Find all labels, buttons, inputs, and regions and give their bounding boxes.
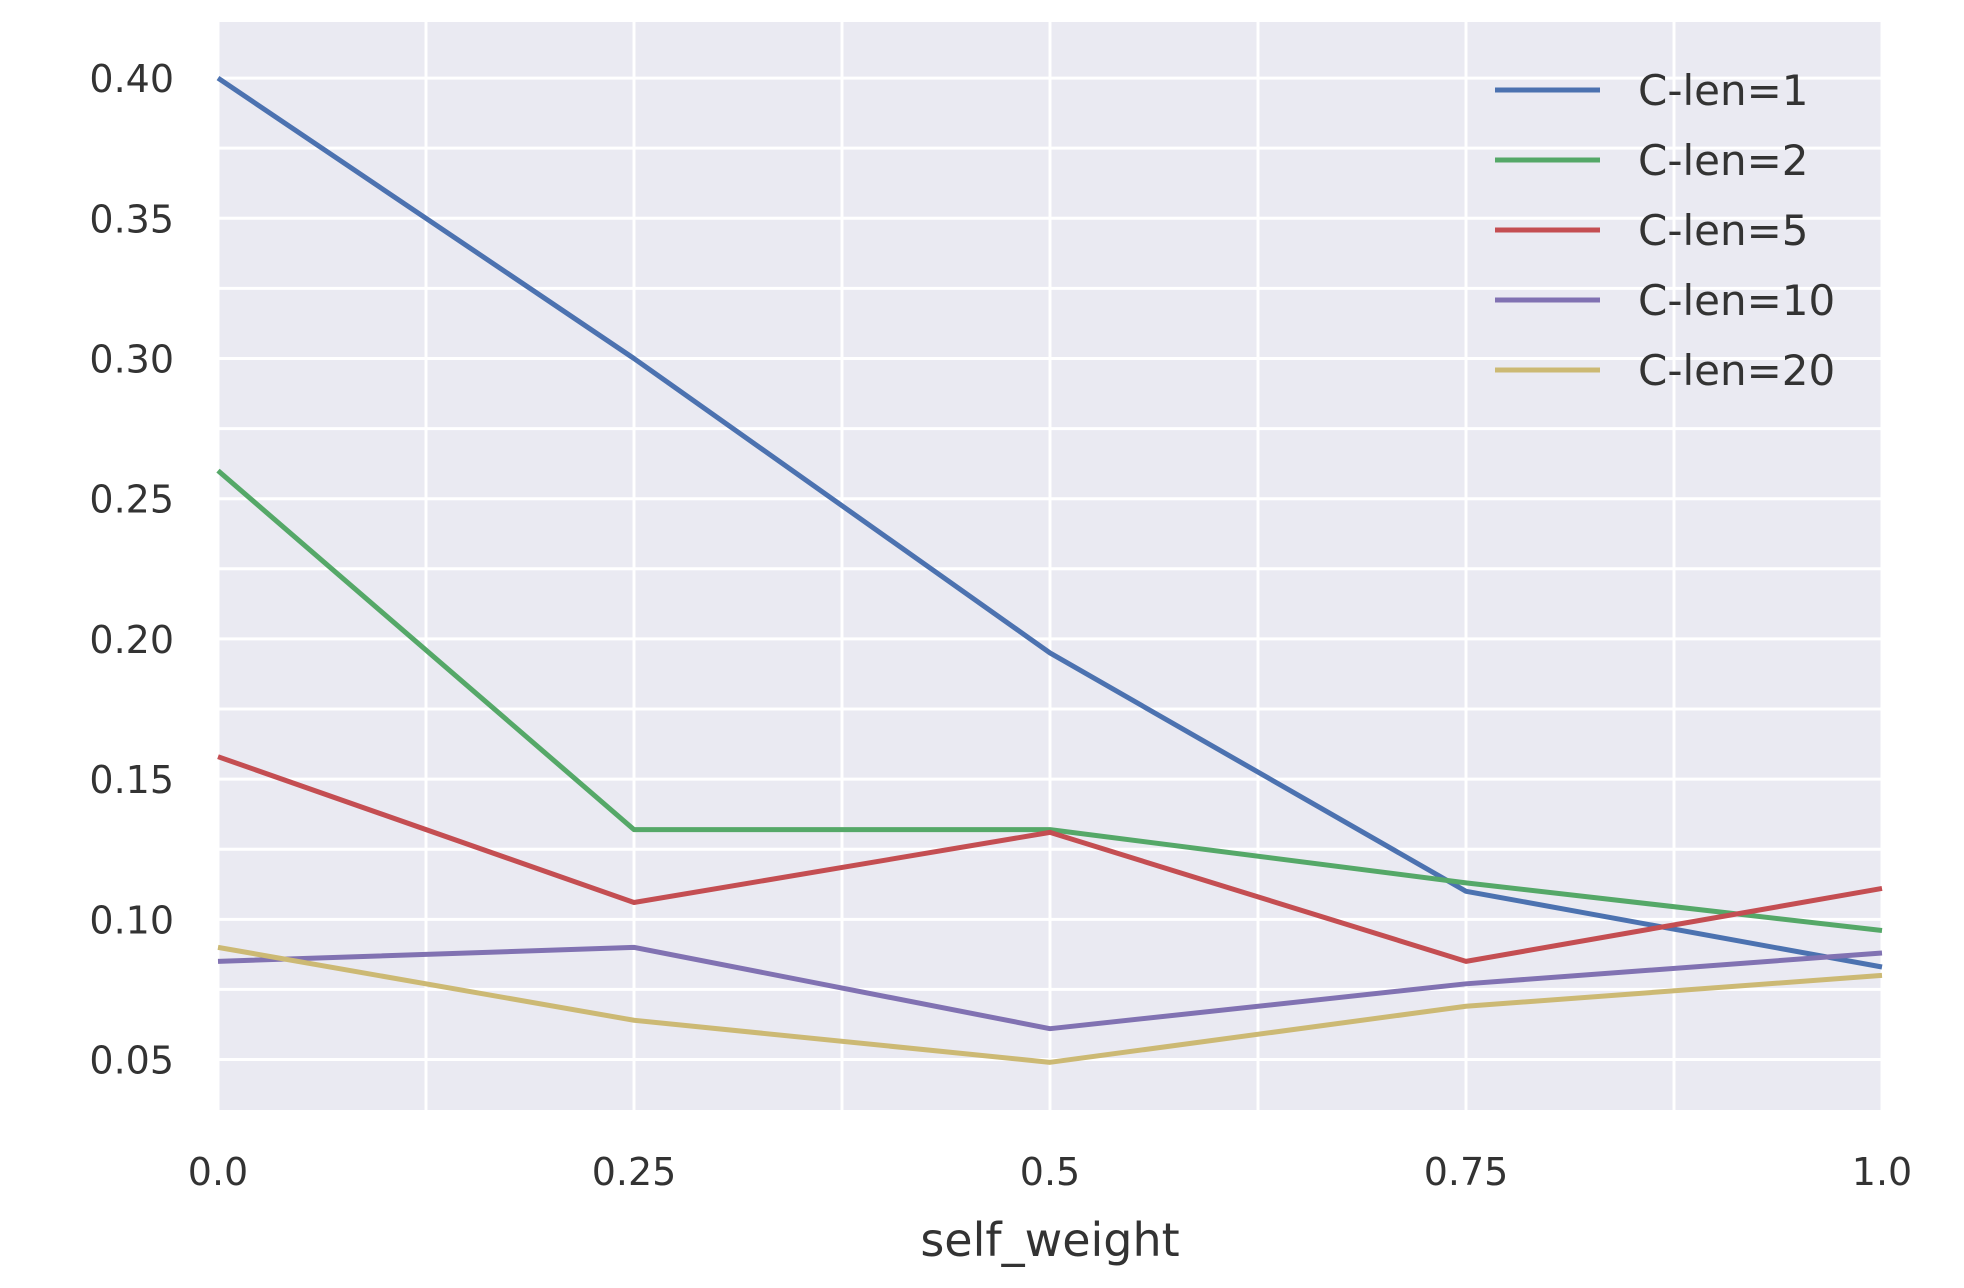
series-lines [216,76,1883,1065]
x-tick-label: 0.5 [1020,1150,1080,1194]
legend-item: C-len=5 [1495,206,1809,255]
legend-label: C-len=10 [1638,276,1835,325]
y-tick-label: 0.25 [89,478,174,522]
tick-labels: 0.0 0.25 0.5 0.75 1.0 0.05 0.10 0.15 0.20 0.25 0.3… [89,57,1912,1194]
x-tick-label: 1.0 [1852,1150,1912,1194]
y-tick-label: 0.10 [89,898,174,942]
legend-item: C-len=10 [1495,276,1835,325]
legend-item: C-len=20 [1495,346,1835,395]
series-line-5 [217,944,1883,1065]
legend: C-len=1 C-len=2 C-len=5 C-len=10 C-len=20 [1495,66,1835,395]
legend-label: C-len=1 [1638,66,1809,115]
series-line-1 [216,76,1883,970]
series-line-2 [216,468,1883,934]
x-axis-label: self_weight [920,1213,1179,1267]
grid [216,22,1884,1110]
legend-label: C-len=2 [1638,136,1809,185]
legend-label: C-len=5 [1638,206,1809,255]
x-tick-label: 0.75 [1424,1150,1509,1194]
y-tick-label: 0.20 [89,618,174,662]
y-tick-label: 0.30 [89,337,174,381]
series-line-4 [217,944,1883,1032]
y-tick-label: 0.05 [89,1039,174,1083]
legend-item: C-len=2 [1495,136,1809,185]
x-tick-label: 0.0 [188,1150,248,1194]
legend-item: C-len=1 [1495,66,1809,115]
y-tick-label: 0.15 [89,758,174,802]
x-tick-label: 0.25 [592,1150,677,1194]
y-tick-label: 0.40 [89,57,174,101]
legend-label: C-len=20 [1638,346,1835,395]
y-tick-label: 0.35 [89,197,174,241]
series-line-3 [217,754,1883,964]
